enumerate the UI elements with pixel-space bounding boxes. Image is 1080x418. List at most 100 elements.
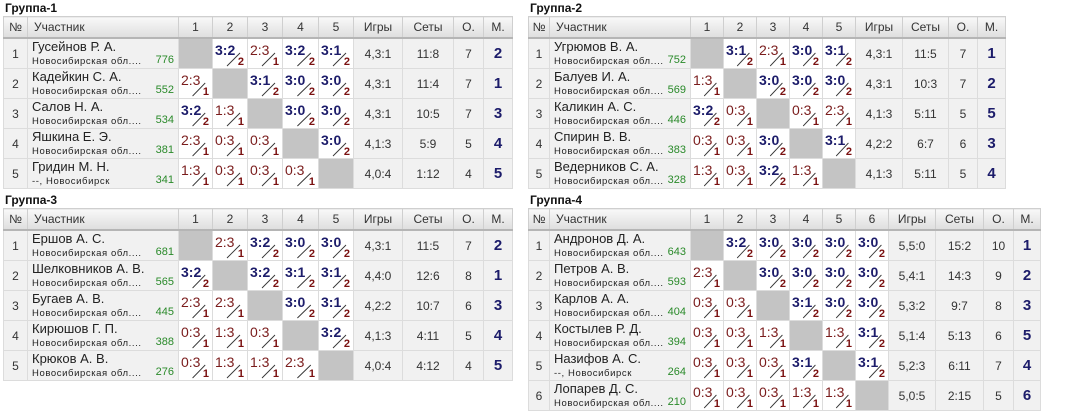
participant-cell[interactable]: Яшкина Е. Э. Новосибирская обл.... 381 xyxy=(27,128,179,159)
participant-cell[interactable]: Петров А. В. Новосибирская обл.... 593 xyxy=(549,260,691,291)
match-result[interactable]: 3:2 2 xyxy=(178,98,213,129)
player-name[interactable]: Салов Н. А. xyxy=(32,98,104,114)
match-result[interactable]: 3:0 2 xyxy=(822,68,856,99)
match-result[interactable]: 3:0 2 xyxy=(789,229,823,261)
participant-cell[interactable]: Ершов А. С. Новосибирская обл.... 681 xyxy=(27,229,179,261)
player-name[interactable]: Бугаев А. В. xyxy=(32,290,105,306)
player-name[interactable]: Петров А. В. xyxy=(554,260,630,276)
match-result[interactable]: 2:3 1 xyxy=(212,229,248,261)
header-points[interactable]: О. xyxy=(983,208,1014,231)
match-result[interactable]: 0:3 1 xyxy=(247,128,283,159)
header-games[interactable]: Игры xyxy=(353,16,403,39)
player-name[interactable]: Костылев Р. Д. xyxy=(554,320,642,336)
match-result[interactable]: 0:3 1 xyxy=(178,320,213,351)
participant-cell[interactable]: Бугаев А. В. Новосибирская обл.... 445 xyxy=(27,290,179,321)
player-name[interactable]: Шелковников А. В. xyxy=(32,260,145,276)
match-result[interactable]: 3:1 2 xyxy=(855,350,889,381)
participant-cell[interactable]: Спирин В. В. Новосибирская обл.... 383 xyxy=(549,128,691,159)
header-sets[interactable]: Сеты xyxy=(402,208,454,231)
player-name[interactable]: Андронов Д. А. xyxy=(554,230,646,246)
match-result[interactable]: 3:1 2 xyxy=(318,37,354,69)
participant-cell[interactable]: Салов Н. А. Новосибирская обл.... 534 xyxy=(27,98,179,129)
match-result[interactable]: 0:3 1 xyxy=(282,158,319,189)
match-result[interactable]: 1:3 1 xyxy=(690,68,724,99)
match-result[interactable]: 2:3 1 xyxy=(822,98,856,129)
participant-cell[interactable]: Кирюшов Г. П. Новосибирская обл.... 388 xyxy=(27,320,179,351)
header-points[interactable]: О. xyxy=(453,208,484,231)
participant-cell[interactable]: Гусейнов Р. А. Новосибирская обл.... 776 xyxy=(27,37,179,69)
match-result[interactable]: 0:3 1 xyxy=(723,158,757,189)
header-games[interactable]: Игры xyxy=(888,208,936,231)
match-result[interactable]: 3:0 2 xyxy=(822,290,856,321)
match-result[interactable]: 3:0 2 xyxy=(756,229,790,261)
match-result[interactable]: 0:3 1 xyxy=(690,290,724,321)
player-name[interactable]: Балуев И. А. xyxy=(554,68,631,84)
header-place[interactable]: М. xyxy=(1013,208,1041,231)
match-result[interactable]: 3:0 2 xyxy=(855,229,889,261)
match-result[interactable]: 3:0 2 xyxy=(822,229,856,261)
match-result[interactable]: 2:3 1 xyxy=(690,260,724,291)
match-result[interactable]: 3:2 2 xyxy=(178,260,213,291)
participant-cell[interactable]: Ведерников С. А. Новосибирская обл.... 328 xyxy=(549,158,691,189)
player-name[interactable]: Яшкина Е. Э. xyxy=(32,128,112,144)
header-place[interactable]: М. xyxy=(483,16,513,39)
match-result[interactable]: 3:0 2 xyxy=(282,68,319,99)
match-result[interactable]: 0:3 1 xyxy=(212,158,248,189)
match-result[interactable]: 3:0 2 xyxy=(789,260,823,291)
match-result[interactable]: 3:0 2 xyxy=(318,68,354,99)
match-result[interactable]: 3:0 2 xyxy=(855,290,889,321)
match-result[interactable]: 3:2 2 xyxy=(212,37,248,69)
player-name[interactable]: Гусейнов Р. А. xyxy=(32,38,117,54)
player-name[interactable]: Лопарев Д. С. xyxy=(554,380,639,396)
match-result[interactable]: 0:3 1 xyxy=(723,380,757,411)
match-result[interactable]: 3:2 2 xyxy=(247,260,283,291)
match-result[interactable]: 0:3 1 xyxy=(690,320,724,351)
match-result[interactable]: 3:1 2 xyxy=(789,350,823,381)
match-result[interactable]: 3:0 2 xyxy=(822,260,856,291)
match-result[interactable]: 3:0 2 xyxy=(789,68,823,99)
match-result[interactable]: 1:3 1 xyxy=(822,380,856,411)
header-sets[interactable]: Сеты xyxy=(402,16,454,39)
match-result[interactable]: 3:0 2 xyxy=(756,128,790,159)
participant-cell[interactable]: Карлов А. А. Новосибирская обл.... 404 xyxy=(549,290,691,321)
player-name[interactable]: Кадейкин С. А. xyxy=(32,68,122,84)
participant-cell[interactable]: Гридин М. Н. --, Новосибирск 341 xyxy=(27,158,179,189)
match-result[interactable]: 3:1 2 xyxy=(318,260,354,291)
match-result[interactable]: 1:3 1 xyxy=(822,320,856,351)
player-name[interactable]: Угрюмов В. А. xyxy=(554,38,639,54)
participant-cell[interactable]: Костылев Р. Д. Новосибирская обл.... 394 xyxy=(549,320,691,351)
match-result[interactable]: 3:0 2 xyxy=(282,290,319,321)
match-result[interactable]: 3:0 2 xyxy=(756,260,790,291)
match-result[interactable]: 3:1 2 xyxy=(822,128,856,159)
match-result[interactable]: 1:3 1 xyxy=(247,350,283,381)
match-result[interactable]: 0:3 1 xyxy=(756,380,790,411)
match-result[interactable]: 0:3 1 xyxy=(178,350,213,381)
participant-cell[interactable]: Крюков А. В. Новосибирская обл.... 276 xyxy=(27,350,179,381)
participant-cell[interactable]: Балуев И. А. Новосибирская обл.... 569 xyxy=(549,68,691,99)
participant-cell[interactable]: Назифов А. С. --, Новосибирск 264 xyxy=(549,350,691,381)
header-points[interactable]: О. xyxy=(453,16,484,39)
match-result[interactable]: 3:2 2 xyxy=(318,320,354,351)
match-result[interactable]: 3:0 2 xyxy=(282,229,319,261)
match-result[interactable]: 3:0 2 xyxy=(756,68,790,99)
header-place[interactable]: М. xyxy=(977,16,1006,39)
player-name[interactable]: Крюков А. В. xyxy=(32,350,109,366)
player-name[interactable]: Спирин В. В. xyxy=(554,128,632,144)
match-result[interactable]: 1:3 1 xyxy=(212,320,248,351)
player-name[interactable]: Ведерников С. А. xyxy=(554,158,659,174)
player-name[interactable]: Гридин М. Н. xyxy=(32,158,110,174)
match-result[interactable]: 3:1 2 xyxy=(723,37,757,69)
match-result[interactable]: 0:3 1 xyxy=(247,320,283,351)
match-result[interactable]: 1:3 1 xyxy=(178,158,213,189)
header-games[interactable]: Игры xyxy=(353,208,403,231)
match-result[interactable]: 2:3 1 xyxy=(247,37,283,69)
match-result[interactable]: 3:2 2 xyxy=(282,37,319,69)
match-result[interactable]: 0:3 1 xyxy=(723,128,757,159)
match-result[interactable]: 3:2 2 xyxy=(690,98,724,129)
match-result[interactable]: 3:1 2 xyxy=(822,37,856,69)
participant-cell[interactable]: Каликин А. С. Новосибирская обл.... 446 xyxy=(549,98,691,129)
player-name[interactable]: Кирюшов Г. П. xyxy=(32,320,118,336)
match-result[interactable]: 0:3 1 xyxy=(723,290,757,321)
match-result[interactable]: 0:3 1 xyxy=(247,158,283,189)
match-result[interactable]: 0:3 1 xyxy=(723,98,757,129)
